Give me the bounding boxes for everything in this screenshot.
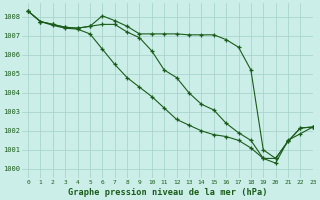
X-axis label: Graphe pression niveau de la mer (hPa): Graphe pression niveau de la mer (hPa) <box>68 188 267 197</box>
